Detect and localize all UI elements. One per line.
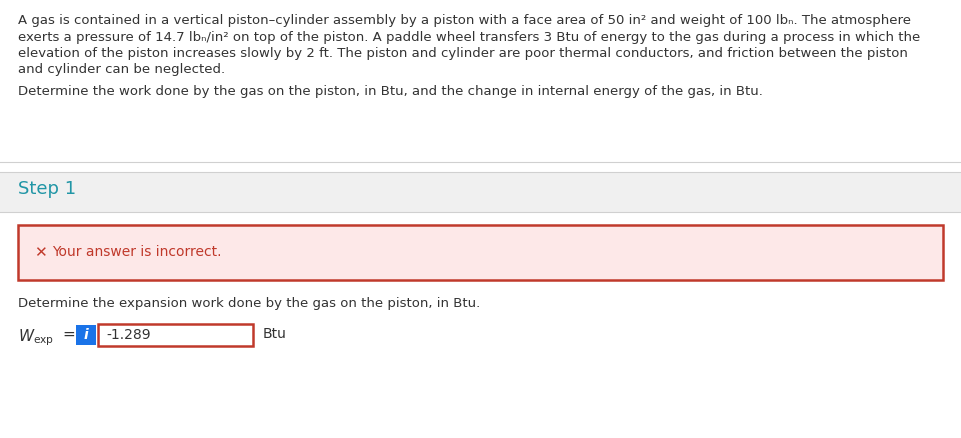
Text: Your answer is incorrect.: Your answer is incorrect. [52,246,221,259]
FancyBboxPatch shape [76,325,96,345]
FancyBboxPatch shape [0,172,961,212]
FancyBboxPatch shape [0,212,961,438]
Text: A gas is contained in a vertical piston–cylinder assembly by a piston with a fac: A gas is contained in a vertical piston–… [18,14,911,27]
Text: Determine the work done by the gas on the piston, in Btu, and the change in inte: Determine the work done by the gas on th… [18,85,763,98]
Text: Btu: Btu [263,327,287,341]
Text: -1.289: -1.289 [106,328,151,342]
Text: ✕: ✕ [34,245,47,260]
Text: i: i [84,328,88,342]
Text: exerts a pressure of 14.7 lbₙ/in² on top of the piston. A paddle wheel transfers: exerts a pressure of 14.7 lbₙ/in² on top… [18,31,921,43]
FancyBboxPatch shape [18,225,943,280]
Text: elevation of the piston increases slowly by 2 ft. The piston and cylinder are po: elevation of the piston increases slowly… [18,47,908,60]
FancyBboxPatch shape [98,324,253,346]
Text: $W_\mathrm{exp}$: $W_\mathrm{exp}$ [18,327,54,348]
Text: Step 1: Step 1 [18,180,76,198]
Text: Determine the expansion work done by the gas on the piston, in Btu.: Determine the expansion work done by the… [18,297,480,310]
FancyBboxPatch shape [0,0,961,162]
Text: and cylinder can be neglected.: and cylinder can be neglected. [18,64,225,77]
Text: =: = [62,327,75,342]
